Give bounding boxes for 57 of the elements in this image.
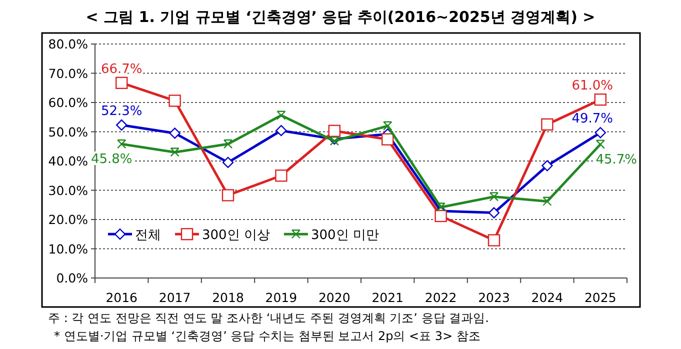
point <box>117 139 126 149</box>
point <box>116 76 128 90</box>
point <box>328 124 340 137</box>
data-label: 45.7% <box>596 152 638 168</box>
x-tick-label: 2017 <box>158 290 191 305</box>
data-label: 66.7% <box>100 62 142 77</box>
x-tick-label: 2020 <box>318 290 350 305</box>
y-tick-label: 20.0% <box>48 212 88 227</box>
point <box>488 207 500 218</box>
x-tick-label: 2019 <box>265 290 298 305</box>
legend-label: 300인 이상 <box>202 228 270 244</box>
text: * 연도별·기업 규모별 ‘긴축경영’ 응답 수치는 첨부된 보고서 2p의 <표 3> 참조 <box>54 329 480 343</box>
point <box>594 127 606 138</box>
x-tick-label: 2016 <box>106 290 138 305</box>
x-tick-label: 2024 <box>531 290 564 305</box>
point <box>436 202 446 212</box>
text: 주 : 각 연도 전망은 직전 연도 말 조사한 ‘내년도 주된 경영계획 기조’ 응답 결과임. <box>48 311 489 325</box>
y-tick-label: 30.0% <box>48 182 88 198</box>
point <box>168 94 181 107</box>
y-tick-label: 80.0% <box>48 36 88 52</box>
point <box>542 196 552 206</box>
x-tick-label: 2018 <box>212 290 244 305</box>
point <box>169 128 180 139</box>
x-tick-label: 2021 <box>372 290 404 305</box>
point <box>541 118 554 131</box>
chart-title: < 그림 1. 기업 규모별 ‘긴축경영’ 응답 추이(2016~2025년 경영계획) > <box>86 8 596 26</box>
point <box>434 210 447 222</box>
y-tick-label: 70.0% <box>48 66 88 81</box>
data-label: 52.3% <box>100 104 142 120</box>
point <box>330 136 339 146</box>
legend-label: 300인 미만 <box>310 228 379 244</box>
x-tick-label: 2025 <box>584 290 616 305</box>
point <box>116 119 128 131</box>
y-tick-label: 50.0% <box>48 124 88 140</box>
point <box>276 124 287 136</box>
point <box>170 148 180 157</box>
point <box>596 140 605 149</box>
x-tick-label: 2022 <box>424 290 457 305</box>
point <box>276 110 286 120</box>
x-tick-label: 2023 <box>478 290 510 305</box>
point <box>489 192 499 202</box>
point <box>542 160 553 172</box>
point <box>383 121 392 130</box>
point <box>275 170 288 182</box>
point <box>222 156 234 168</box>
y-tick-label: 40.0% <box>48 154 88 168</box>
point <box>382 133 394 146</box>
legend-label: 전체 <box>135 228 161 244</box>
data-label: 61.0% <box>572 78 614 94</box>
data-label: 49.7% <box>572 112 614 127</box>
point <box>594 93 606 106</box>
y-tick-label: 10.0% <box>48 241 88 256</box>
y-tick-label: 0.0% <box>56 270 88 286</box>
point <box>223 139 233 149</box>
point <box>488 234 500 246</box>
y-tick-label: 60.0% <box>48 95 88 110</box>
point <box>222 189 234 202</box>
